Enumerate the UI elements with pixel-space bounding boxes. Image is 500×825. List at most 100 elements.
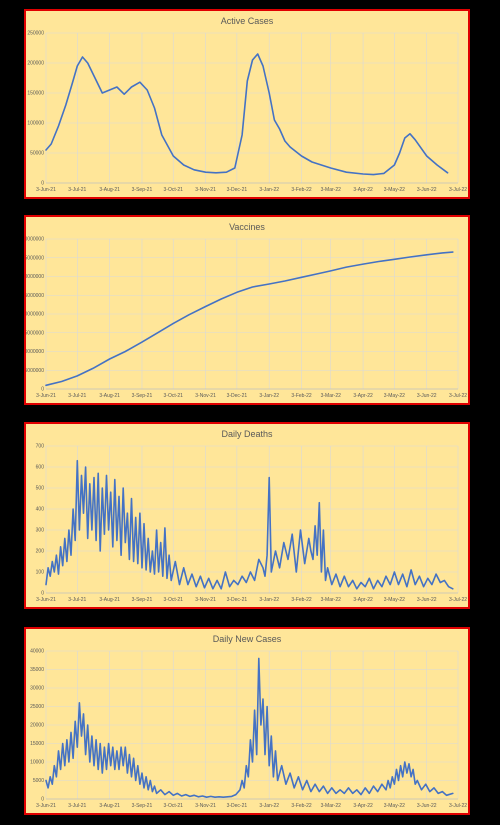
chart-title: Vaccines <box>229 222 265 232</box>
x-tick-label: 3-Jun-21 <box>36 597 56 603</box>
y-tick-label: 20000 <box>30 723 44 729</box>
x-tick-label: 3-Aug-21 <box>99 597 120 603</box>
x-tick-label: 3-Sep-21 <box>132 187 153 193</box>
x-tick-label: 3-Oct-21 <box>164 803 184 809</box>
x-tick-label: 3-Sep-21 <box>132 803 153 809</box>
x-tick-label: 3-Mar-22 <box>321 187 342 193</box>
y-tick-label: 5000000 <box>26 368 44 374</box>
x-tick-label: 3-May-22 <box>384 597 405 603</box>
series-line <box>45 657 454 798</box>
x-tick-label: 3-Jun-21 <box>36 393 56 399</box>
y-tick-label: 40000 <box>30 649 44 655</box>
y-tick-label: 25000 <box>30 704 44 710</box>
y-tick-label: 5000 <box>33 778 44 784</box>
chart-active-cases: Active Cases 0 50000 100000 150000 200000 2500… <box>24 9 470 199</box>
chart-title: Daily Deaths <box>221 429 273 439</box>
chart-title: Active Cases <box>221 16 274 26</box>
vaccines-svg: Vaccines 0 5000000 10000000 15000000 20000000… <box>26 222 467 399</box>
x-tick-label: 3-Sep-21 <box>132 597 153 603</box>
x-tick-label: 3-Dec-21 <box>227 393 248 399</box>
active-cases-svg: Active Cases 0 50000 100000 150000 200000 2500… <box>27 16 467 193</box>
x-tick-label: 3-Jul-22 <box>449 597 467 603</box>
x-tick-label: 3-May-22 <box>384 187 405 193</box>
x-tick-label: 3-Feb-22 <box>291 187 312 193</box>
chart-daily-new-cases: Daily New Cases 0 5000 10000 15000 20000 25000… <box>24 627 470 815</box>
y-tick-label: 0 <box>41 181 44 187</box>
y-tick-label: 400 <box>36 507 45 513</box>
x-tick-label: 3-Mar-22 <box>321 803 342 809</box>
y-tick-label: 100000 <box>27 121 44 127</box>
y-tick-label: 50000 <box>30 151 44 157</box>
x-tick-label: 3-Feb-22 <box>291 393 312 399</box>
x-tick-label: 3-Dec-21 <box>227 803 248 809</box>
y-tick-label: 30000000 <box>26 274 44 280</box>
series-line <box>45 459 454 590</box>
x-tick-label: 3-Oct-21 <box>164 187 184 193</box>
x-tick-label: 3-Jul-21 <box>68 187 86 193</box>
chart-title: Daily New Cases <box>213 634 282 644</box>
chart-vaccines: Vaccines 0 5000000 10000000 15000000 20000000… <box>24 215 470 405</box>
x-tick-label: 3-Feb-22 <box>291 597 312 603</box>
x-tick-label: 3-May-22 <box>384 803 405 809</box>
x-tick-label: 3-Jul-21 <box>68 393 86 399</box>
daily-new-cases-svg: Daily New Cases 0 5000 10000 15000 20000 25000… <box>30 634 467 809</box>
x-tick-label: 3-Aug-21 <box>99 803 120 809</box>
x-tick-label: 3-Apr-22 <box>353 187 373 193</box>
x-tick-label: 3-Jan-22 <box>259 393 279 399</box>
x-tick-label: 3-Jul-22 <box>449 803 467 809</box>
y-tick-label: 700 <box>36 444 45 450</box>
x-tick-label: 3-Jan-22 <box>259 803 279 809</box>
x-tick-label: 3-Jun-21 <box>36 187 56 193</box>
x-tick-label: 3-Nov-21 <box>195 597 216 603</box>
y-tick-label: 200 <box>36 549 45 555</box>
series-line <box>45 53 449 176</box>
x-tick-label: 3-Apr-22 <box>353 597 373 603</box>
x-tick-label: 3-Feb-22 <box>291 803 312 809</box>
y-tick-label: 200000 <box>27 61 44 67</box>
x-tick-label: 3-Jan-22 <box>259 597 279 603</box>
y-tick-label: 25000000 <box>26 293 44 299</box>
y-tick-label: 500 <box>36 486 45 492</box>
x-tick-label: 3-Oct-21 <box>164 393 184 399</box>
x-tick-label: 3-May-22 <box>384 393 405 399</box>
x-tick-label: 3-Mar-22 <box>321 393 342 399</box>
y-tick-label: 10000 <box>30 760 44 766</box>
y-tick-label: 40000000 <box>26 237 44 243</box>
x-tick-label: 3-Mar-22 <box>321 597 342 603</box>
y-tick-label: 250000 <box>27 31 44 37</box>
x-tick-label: 3-Oct-21 <box>164 597 184 603</box>
x-tick-label: 3-Nov-21 <box>195 187 216 193</box>
y-tick-label: 20000000 <box>26 312 44 318</box>
y-tick-label: 100 <box>36 570 45 576</box>
x-tick-label: 3-Jun-22 <box>417 803 437 809</box>
x-tick-label: 3-Aug-21 <box>99 393 120 399</box>
y-tick-label: 35000000 <box>26 255 44 261</box>
x-tick-label: 3-Jul-21 <box>68 597 86 603</box>
y-tick-label: 15000 <box>30 741 44 747</box>
y-tick-label: 10000000 <box>26 349 44 355</box>
x-tick-label: 3-Jun-22 <box>417 393 437 399</box>
x-tick-label: 3-Jul-22 <box>449 187 467 193</box>
y-tick-label: 150000 <box>27 91 44 97</box>
y-tick-label: 30000 <box>30 686 44 692</box>
series-line <box>45 251 454 387</box>
x-tick-label: 3-Nov-21 <box>195 393 216 399</box>
x-tick-label: 3-Jun-22 <box>417 597 437 603</box>
x-tick-label: 3-Nov-21 <box>195 803 216 809</box>
x-tick-label: 3-Jul-21 <box>68 803 86 809</box>
y-tick-label: 0 <box>41 591 44 597</box>
y-tick-label: 0 <box>41 797 44 803</box>
y-tick-label: 600 <box>36 465 45 471</box>
y-tick-label: 300 <box>36 528 45 534</box>
x-tick-label: 3-Apr-22 <box>353 803 373 809</box>
x-tick-label: 3-Jun-22 <box>417 187 437 193</box>
x-tick-label: 3-Dec-21 <box>227 187 248 193</box>
y-tick-label: 0 <box>41 387 44 393</box>
chart-daily-deaths: Daily Deaths 0 100 200 300 400 500 600 700 3-Jun-… <box>24 422 470 609</box>
x-tick-label: 3-Dec-21 <box>227 597 248 603</box>
x-tick-label: 3-Sep-21 <box>132 393 153 399</box>
x-tick-label: 3-Jan-22 <box>259 187 279 193</box>
x-tick-label: 3-Apr-22 <box>353 393 373 399</box>
x-tick-label: 3-Jun-21 <box>36 803 56 809</box>
x-tick-label: 3-Aug-21 <box>99 187 120 193</box>
